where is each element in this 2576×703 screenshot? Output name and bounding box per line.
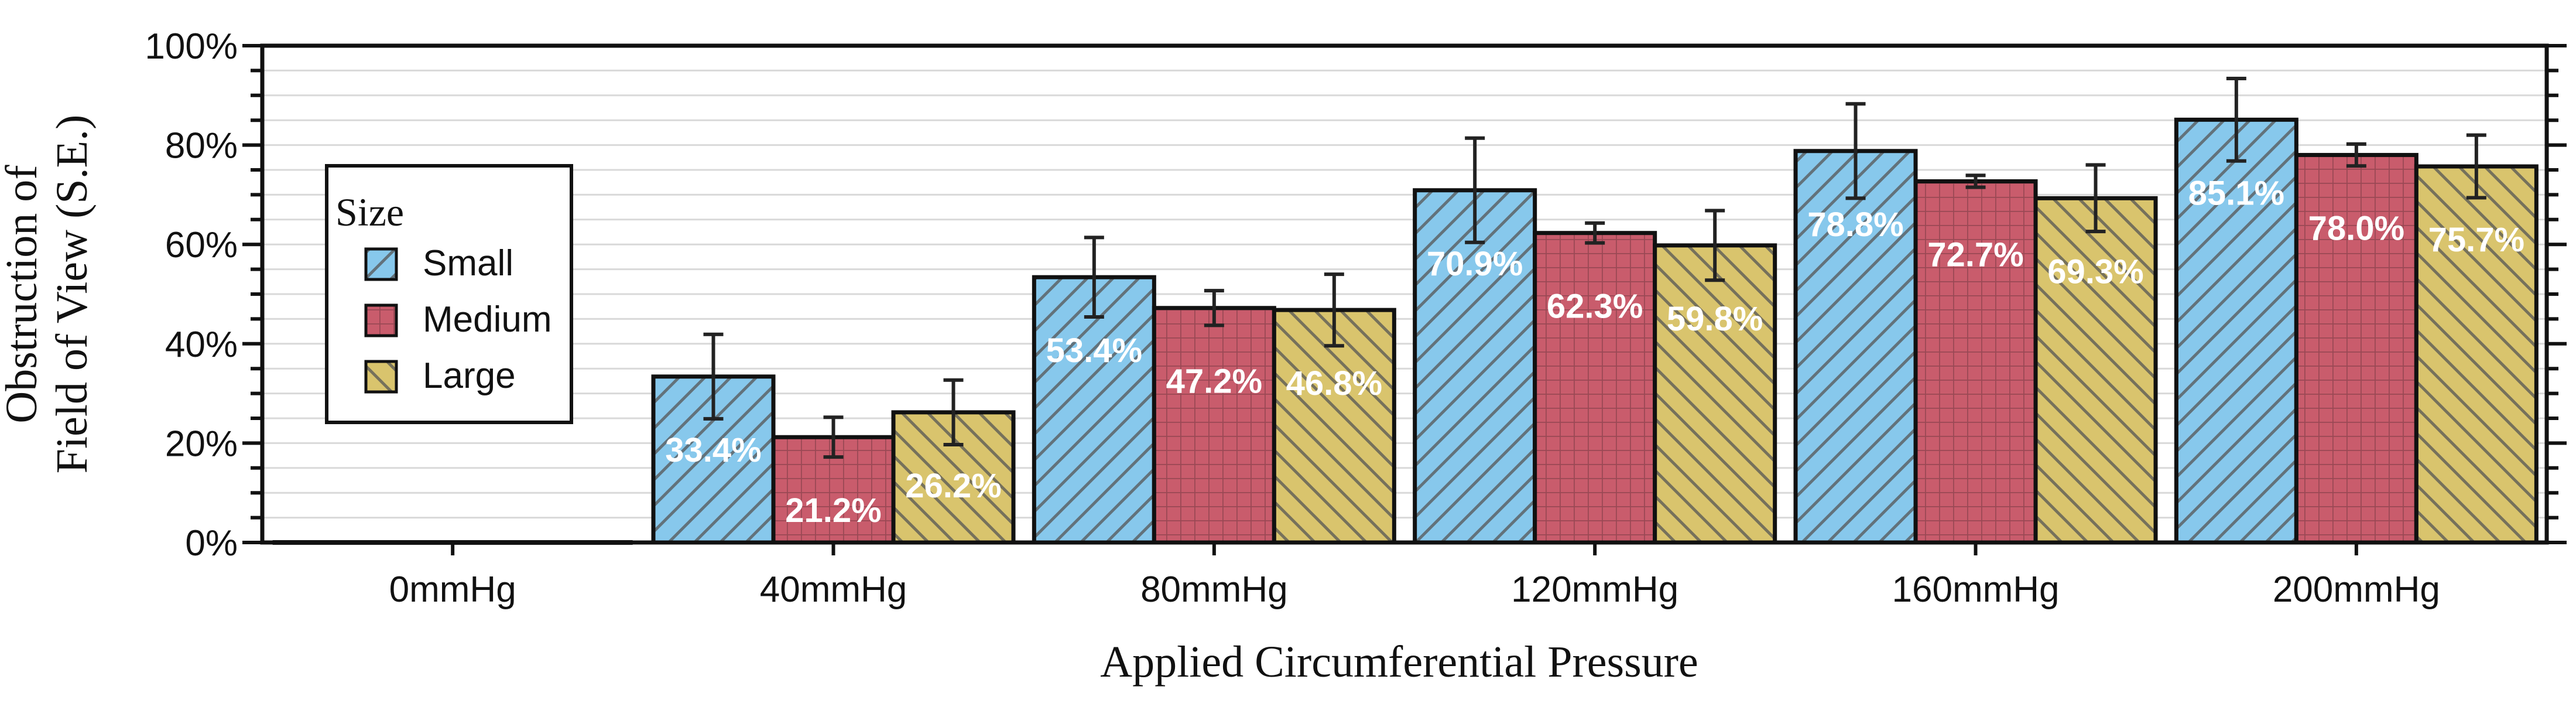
x-tick-label: 40mmHg: [760, 569, 907, 610]
x-tick-label: 200mmHg: [2273, 569, 2440, 610]
data-label: 53.4%: [1046, 332, 1142, 370]
y-tick-label: 100%: [145, 26, 238, 67]
legend-title: Size: [335, 190, 404, 234]
bar-hatch: [2416, 166, 2537, 543]
legend-swatch-outline: [364, 303, 398, 337]
legend-entry-medium: Medium: [364, 299, 552, 340]
legend-swatch-hatch: [366, 249, 396, 279]
x-tick-label: 80mmHg: [1140, 569, 1288, 610]
y-tick-label: 80%: [165, 126, 238, 166]
bar-hatch: [1534, 233, 1655, 542]
x-tick-label: 120mmHg: [1511, 569, 1678, 610]
y-tick-label: 20%: [165, 424, 238, 464]
data-label: 78.8%: [1807, 206, 1903, 244]
legend-entry-small: Small: [364, 243, 513, 284]
bar-hatch: [1034, 277, 1155, 542]
legend-swatch-hatch: [366, 361, 396, 392]
data-label: 21.2%: [785, 492, 881, 530]
x-tick-label: 160mmHg: [1892, 569, 2060, 610]
legend-label: Small: [423, 243, 513, 284]
y-tick-label: 40%: [165, 325, 238, 365]
legend-swatch-hatch: [366, 305, 396, 336]
data-label: 69.3%: [2047, 252, 2143, 291]
data-label: 47.2%: [1166, 363, 1262, 401]
x-axis-title: Applied Circumferential Pressure: [1100, 637, 1698, 687]
bar-hatch: [1274, 310, 1395, 542]
data-label: 59.8%: [1667, 300, 1763, 338]
legend: Size Small Medium Large: [325, 164, 573, 424]
legend-entry-large: Large: [364, 356, 516, 396]
data-label: 85.1%: [2188, 174, 2284, 212]
legend-label: Medium: [423, 299, 552, 340]
bar-hatch: [1414, 190, 1535, 542]
x-tick-label: 0mmHg: [389, 569, 516, 610]
legend-swatch-outline: [364, 247, 398, 281]
bar-hatch: [2036, 198, 2156, 542]
gridlines: [262, 45, 2547, 544]
bar-hatch: [2296, 155, 2417, 542]
data-label: 72.7%: [1927, 236, 2023, 274]
y-tick-label: 60%: [165, 225, 238, 265]
tick-labels: 0% 20% 40% 60% 80% 100% 0mmHg 40mmHg 80mmHg 120mm…: [145, 26, 2440, 610]
y-axis-title-line1: Obstruction of: [0, 165, 46, 424]
bar-hatch: [1796, 151, 1916, 542]
bar-hatch: [1916, 181, 2036, 542]
data-label: 26.2%: [905, 467, 1001, 505]
data-label: 33.4%: [665, 431, 761, 469]
bars: [272, 117, 2539, 545]
data-labels: 33.4% 21.2% 26.2% 53.4% 47.2% 46.8% 70.9% 62.3%…: [665, 174, 2524, 530]
y-tick-label: 0%: [185, 523, 238, 564]
data-label: 78.0%: [2308, 210, 2404, 248]
error-bars: [703, 76, 2486, 459]
bar-hatch: [2176, 120, 2297, 543]
legend-label: Large: [423, 356, 516, 396]
data-label: 62.3%: [1547, 288, 1643, 326]
data-label: 70.9%: [1427, 245, 1523, 283]
data-label: 46.8%: [1286, 364, 1382, 402]
legend-swatch-outline: [364, 360, 398, 394]
y-axis-title-line2: Field of View (S.E.): [47, 115, 97, 474]
axes: [242, 43, 2567, 555]
bar-hatch: [1654, 245, 1775, 542]
bar-hatch: [1154, 308, 1275, 542]
data-label: 75.7%: [2428, 221, 2524, 259]
